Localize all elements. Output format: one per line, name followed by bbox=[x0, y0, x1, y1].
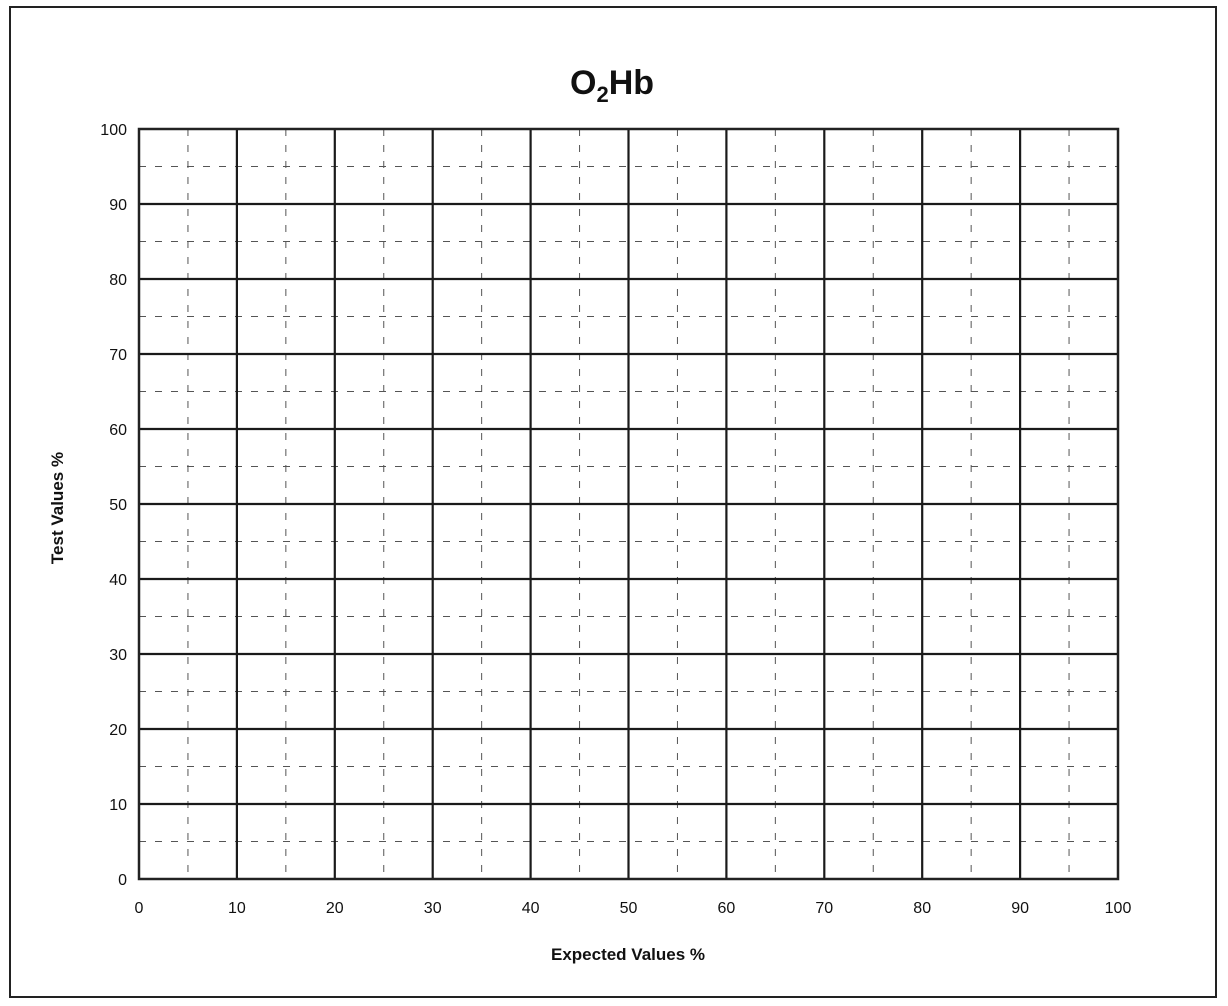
x-tick-label: 100 bbox=[1105, 900, 1132, 917]
y-tick-label: 40 bbox=[109, 572, 127, 589]
y-tick-label: 60 bbox=[109, 422, 127, 439]
chart-title-main: O bbox=[570, 64, 596, 102]
y-tick-label: 70 bbox=[109, 347, 127, 364]
chart-title: O2Hb bbox=[570, 64, 654, 107]
x-tick-label: 90 bbox=[1011, 900, 1029, 917]
y-tick-label: 10 bbox=[109, 797, 127, 814]
x-tick-label: 60 bbox=[718, 900, 736, 917]
x-tick-label: 50 bbox=[620, 900, 638, 917]
y-axis-label: Test Values % bbox=[48, 452, 67, 564]
y-tick-label: 20 bbox=[109, 722, 127, 739]
chart-title-suffix: Hb bbox=[609, 64, 654, 102]
x-tick-label: 30 bbox=[424, 900, 442, 917]
x-tick-label: 10 bbox=[228, 900, 246, 917]
x-tick-label: 70 bbox=[815, 900, 833, 917]
plot-area bbox=[137, 127, 1120, 881]
y-tick-label: 50 bbox=[109, 497, 127, 514]
x-tick-label: 80 bbox=[913, 900, 931, 917]
chart-title-subscript: 2 bbox=[596, 82, 608, 107]
y-tick-label: 90 bbox=[109, 197, 127, 214]
x-tick-label: 40 bbox=[522, 900, 540, 917]
chart-svg: O2Hb 0 10 20 30 40 50 60 70 80 90 100 0 10 20 30 40 50 6… bbox=[48, 64, 1132, 964]
x-tick-labels: 0 10 20 30 40 50 60 70 80 90 100 bbox=[135, 900, 1132, 917]
x-axis-label: Expected Values % bbox=[551, 945, 705, 964]
major-grid bbox=[139, 129, 1118, 879]
y-tick-label: 100 bbox=[100, 122, 127, 139]
x-tick-label: 20 bbox=[326, 900, 344, 917]
y-tick-labels: 0 10 20 30 40 50 60 70 80 90 100 bbox=[100, 122, 127, 889]
y-tick-label: 80 bbox=[109, 272, 127, 289]
y-tick-label: 0 bbox=[118, 872, 127, 889]
chart-frame: O2Hb 0 10 20 30 40 50 60 70 80 90 100 0 10 20 30 40 50 6… bbox=[9, 6, 1217, 998]
y-tick-label: 30 bbox=[109, 647, 127, 664]
x-tick-label: 0 bbox=[135, 900, 144, 917]
